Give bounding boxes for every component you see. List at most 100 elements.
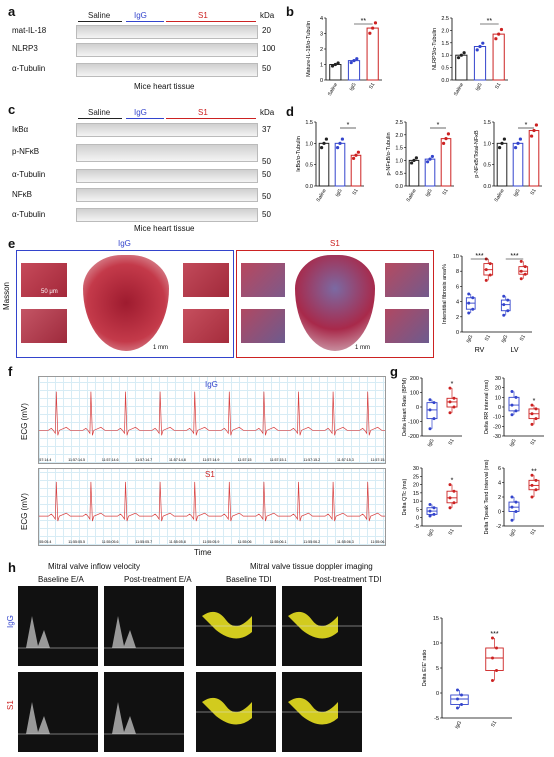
x-tick-label: IgG <box>454 720 463 730</box>
h-row-igg: IgG <box>6 615 15 628</box>
data-point <box>506 309 509 312</box>
h-header-left: Mitral valve inflow velocity <box>48 562 140 571</box>
data-point <box>478 45 481 48</box>
data-point <box>524 273 527 276</box>
time-tick-label: 11:57:15.1 <box>270 458 287 462</box>
panel-f-label: f <box>8 364 12 379</box>
data-point <box>460 694 463 697</box>
blot-tubulin-c2 <box>76 208 258 222</box>
time-tick-label: 11:57:14.5 <box>68 458 85 462</box>
data-point <box>502 303 505 306</box>
chart-d1: 0.00.51.01.5IκBα/α-TubulinSaline IgG S1* <box>296 120 364 203</box>
data-point <box>410 161 413 164</box>
y-tick-label: -5 <box>434 716 439 722</box>
chart-g2: -30-20-100102030Delta RR interval (ms)Ig… <box>484 376 544 448</box>
y-tick-label: 1.0 <box>395 158 403 164</box>
tdi-wave <box>202 698 252 725</box>
y-tick-label: 2.5 <box>395 120 403 126</box>
h-col-4: Post-treatment TDI <box>314 575 381 584</box>
y-axis-label: Delta QTc (ms) <box>402 478 408 515</box>
chart-e1: 0246810Interstitial fibrosis area%IgG S1 I… <box>442 253 532 354</box>
data-point <box>460 54 463 57</box>
bar <box>441 139 451 186</box>
bar <box>529 131 539 186</box>
ecg-ylabel-bottom: ECG (mV) <box>20 493 29 530</box>
data-point <box>519 137 522 140</box>
y-tick-label: 20 <box>495 386 501 392</box>
y-tick-label: -30 <box>493 434 501 440</box>
bar <box>367 28 378 80</box>
sig-label: ** <box>531 468 537 475</box>
y-axis-label: Delta Heart Rate (BPM) <box>402 378 408 436</box>
data-point <box>531 484 534 487</box>
marker-50-c1: 50 <box>262 157 271 166</box>
ecg-ylabel-top: ECG (mV) <box>20 403 29 440</box>
data-point <box>516 142 519 145</box>
data-point <box>429 427 432 430</box>
us-s1-post-ea <box>104 672 184 752</box>
marker-50-a: 50 <box>262 64 271 73</box>
data-point <box>511 496 514 499</box>
data-point <box>524 265 527 268</box>
y-tick-label: 4 <box>320 16 323 22</box>
y-tick-label: 8 <box>456 269 459 275</box>
y-tick-label: 2 <box>498 495 501 501</box>
x-tick-label: S1 <box>484 334 492 342</box>
data-point <box>520 277 523 280</box>
bar <box>493 34 504 80</box>
y-tick-label: 6 <box>456 284 459 290</box>
x-tick-label: Saline <box>453 82 465 97</box>
row-label-ikba: IκBα <box>12 125 28 134</box>
x-tick-label: S1 <box>529 188 537 196</box>
bar <box>497 143 507 186</box>
data-point <box>511 413 514 416</box>
y-tick-label: -2 <box>496 524 501 530</box>
s1-zoom-tl <box>241 263 285 297</box>
ecg-title-s1: S1 <box>205 470 215 479</box>
time-tick-label: 11:55:05.7 <box>135 540 152 544</box>
panel-e-chart: 0 2 4 6 8 10 Interstitial fibrosis area% IgG S1 I… <box>436 248 552 364</box>
bar <box>456 55 467 80</box>
bar <box>474 47 485 80</box>
data-point <box>341 137 344 140</box>
x-tick-label: S1 <box>490 720 498 728</box>
y-tick-label: 0.5 <box>395 171 403 177</box>
stain-label: Masson <box>2 282 11 310</box>
time-tick-label: 11:57:14.8 <box>169 458 186 462</box>
time-tick-label: 11:55:06 <box>238 540 252 544</box>
time-tick-label: 11:57:14.7 <box>135 458 152 462</box>
data-point <box>456 707 459 710</box>
x-tick-label: Saline <box>327 82 339 97</box>
data-point <box>453 406 456 409</box>
data-point <box>502 314 505 317</box>
group-label: RV <box>475 347 485 354</box>
panel-e-label: e <box>8 236 15 251</box>
y-axis-label: Interstitial fibrosis area% <box>442 264 448 324</box>
tdi-wave <box>288 612 338 639</box>
y-tick-label: 1.0 <box>483 141 491 147</box>
s1-heart-section <box>295 255 375 351</box>
us-s1-base-tdi <box>196 672 276 752</box>
data-point <box>494 37 497 40</box>
y-tick-label: 0 <box>498 510 501 516</box>
igg-image-frame: 50 μm 1 mm <box>16 250 234 358</box>
y-axis-label: Delta E/E' ratio <box>422 650 428 687</box>
e-title-igg: IgG <box>118 239 131 248</box>
ecg-title-igg: IgG <box>205 380 218 389</box>
data-point <box>429 408 432 411</box>
y-tick-label: 10 <box>453 254 459 260</box>
row-label-pnfkb: p-NFκB <box>12 147 39 156</box>
data-point <box>442 142 445 145</box>
y-tick-label: 0.0 <box>441 78 449 84</box>
y-tick-label: 15 <box>413 491 419 497</box>
sig-label: * <box>533 398 536 405</box>
x-tick-label: IgG <box>349 82 358 92</box>
x-tick-label: S1 <box>447 528 455 536</box>
data-point <box>338 142 341 145</box>
y-tick-label: 3 <box>320 32 323 38</box>
data-point <box>429 515 432 518</box>
data-point <box>336 146 339 149</box>
panel-h-chart: -5 0 5 10 15 Delta E/E' ratio IgG S1 *** <box>406 602 552 748</box>
tdi-wave <box>202 612 252 639</box>
